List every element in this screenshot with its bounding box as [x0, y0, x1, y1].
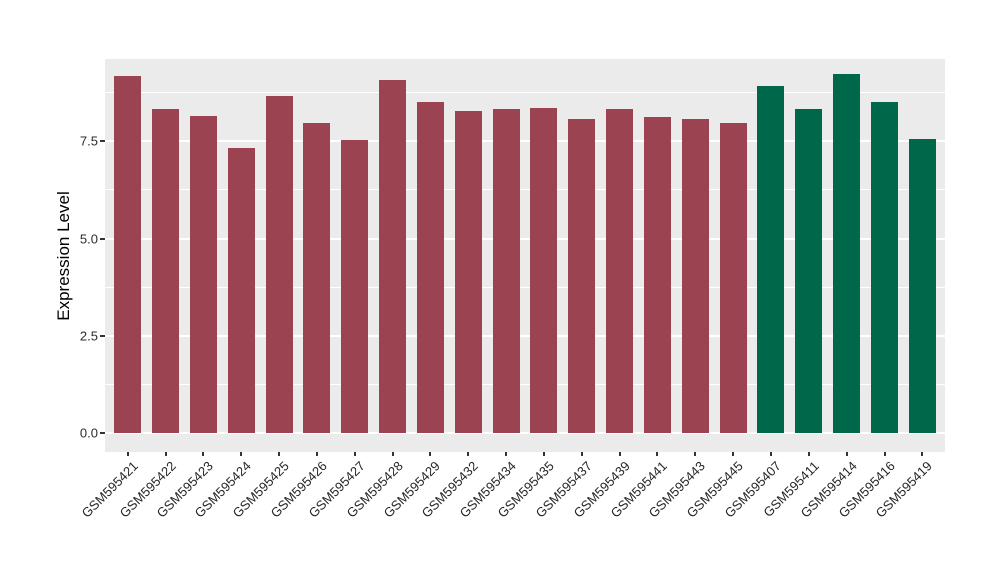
bar-GSM595439 [606, 109, 634, 433]
bar-GSM595432 [454, 110, 482, 433]
major-gridline [105, 334, 945, 337]
bar-GSM595427 [341, 140, 369, 433]
major-gridline [105, 237, 945, 240]
x-tick-mark [391, 452, 394, 456]
x-tick-mark [542, 452, 545, 456]
x-tick-mark [769, 452, 772, 456]
x-tick-mark [883, 452, 886, 456]
bar-GSM595426 [303, 122, 331, 433]
x-tick-mark [921, 452, 924, 456]
bar-GSM595416 [871, 101, 898, 433]
y-tick-mark [100, 237, 105, 240]
x-tick-mark [618, 452, 621, 456]
bar-GSM595419 [908, 138, 936, 433]
y-tick-mark [100, 432, 105, 434]
bar-GSM595423 [189, 115, 217, 433]
bar-GSM595421 [114, 75, 142, 433]
x-tick-mark [807, 452, 810, 456]
x-tick-mark [580, 452, 583, 456]
bar-GSM595445 [719, 123, 747, 433]
bar-GSM595407 [757, 86, 785, 433]
minor-gridline [105, 286, 945, 288]
bar-GSM595425 [265, 96, 293, 433]
major-gridline [105, 432, 945, 434]
x-tick-mark [656, 452, 659, 456]
bar-GSM595411 [795, 109, 823, 433]
bar-GSM595424 [227, 147, 255, 433]
y-tick-label-7.5: 7.5 [79, 133, 98, 149]
y-tick-label-2.5: 2.5 [79, 328, 98, 344]
bar-GSM595414 [833, 73, 861, 433]
bar-GSM595437 [568, 119, 596, 433]
x-tick-mark [732, 452, 735, 456]
x-tick-mark [429, 452, 432, 456]
x-tick-mark [845, 452, 848, 456]
x-tick-mark [467, 452, 470, 456]
plot-panel [105, 59, 945, 452]
y-tick-label-0.0: 0.0 [79, 425, 98, 441]
bar-GSM595429 [416, 101, 444, 433]
x-tick-mark [315, 452, 318, 456]
y-tick-label-5.0: 5.0 [79, 231, 98, 246]
bar-GSM595422 [152, 109, 180, 433]
bar-GSM595441 [643, 117, 671, 433]
x-tick-mark [505, 452, 508, 456]
bar-GSM595443 [681, 119, 709, 433]
x-tick-mark [240, 452, 243, 456]
x-tick-mark [278, 452, 281, 456]
x-tick-mark [202, 452, 205, 456]
x-tick-mark [694, 452, 697, 456]
bar-GSM595434 [492, 109, 520, 433]
y-tick-mark [100, 334, 105, 337]
major-gridline [105, 140, 945, 143]
y-axis-title: Expression Level [54, 191, 73, 321]
minor-gridline [105, 92, 945, 94]
minor-gridline [105, 383, 945, 385]
y-tick-mark [100, 140, 105, 143]
bar-GSM595435 [530, 108, 558, 433]
x-tick-mark [126, 452, 129, 456]
minor-gridline [105, 189, 945, 191]
x-tick-mark [164, 452, 167, 456]
bar-GSM595428 [379, 80, 407, 433]
x-tick-mark [353, 452, 356, 456]
